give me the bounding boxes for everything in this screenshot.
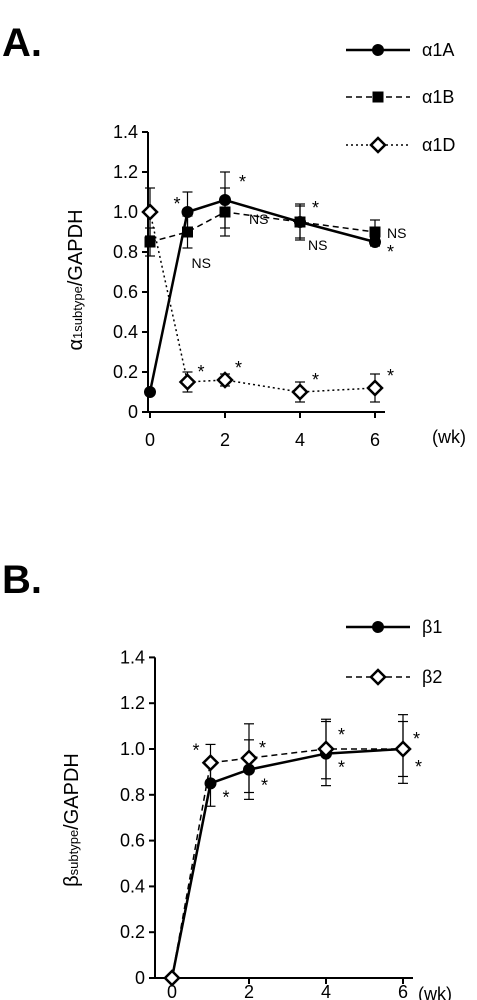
panel-a-data-point — [181, 206, 194, 218]
panel-a-y-tick-label: 1.4 — [113, 122, 138, 142]
panel-b-x-tick-label: 4 — [321, 982, 331, 1000]
panel-a-ylabel-rest: /GAPDH — [65, 209, 87, 286]
panel-b-y-tick-label: 0.2 — [120, 922, 145, 942]
panel-b-plot: 0 0.2 0.4 0.6 0.8 1.0 1.2 1.4 0 2 4 6 * * * * β1 * * * * β2 — [120, 617, 442, 1000]
panel-a-data-label: * — [198, 362, 205, 382]
panel-a-data-label: * — [239, 172, 246, 192]
panel-a-data-point — [144, 236, 156, 248]
panel-a-data-label: * — [235, 358, 242, 378]
panel-b-data-label: * — [338, 725, 345, 745]
panel-a-x-tick-label: 4 — [295, 430, 305, 450]
panel-b-data-point — [394, 740, 412, 758]
panel-b-series-line — [171, 748, 403, 979]
panel-a-y-tick-label: 0.2 — [113, 362, 138, 382]
panel-a-legend-marker — [372, 44, 384, 56]
panel-a-y-tick-label: 1.0 — [113, 202, 138, 222]
panel-a-data-label: NS — [192, 255, 211, 271]
panel-b-ylabel-sub: subtype — [66, 830, 81, 876]
panel-a-label: A. — [2, 21, 42, 65]
panel-a-plot: 0 0.2 0.4 0.6 0.8 1.0 1.2 1.4 0 2 4 6 * * * * α1A NS NS NS N… — [113, 40, 455, 450]
panel-b-y-tick-label: 1.0 — [120, 739, 145, 759]
panel-a-data-label: NS — [308, 237, 327, 253]
panel-a-legend-entry: α1B — [422, 87, 454, 107]
panel-b-data-point — [163, 969, 181, 987]
panel-b-y-tick-label: 0.6 — [120, 831, 145, 851]
panel-a-legend-marker — [369, 136, 387, 154]
panel-b-x-tick-label: 0 — [167, 982, 177, 1000]
panel-a-y-tick-label: 0.8 — [113, 242, 138, 262]
panel-a-series-line — [149, 211, 376, 393]
panel-b-y-tick-label: 1.2 — [120, 693, 145, 713]
panel-a-data-point — [294, 216, 306, 228]
panel-b-data-label: * — [338, 758, 345, 778]
panel-a-data-label: * — [312, 370, 319, 390]
panel-a-data-point — [219, 206, 231, 218]
panel-b-data-label: * — [261, 776, 268, 796]
panel-a-xunit: (wk) — [432, 427, 466, 447]
panel-a-ylabel-main: α — [65, 339, 87, 351]
panel-b-legend-entry: β2 — [422, 667, 442, 687]
panel-a-data-point — [216, 371, 234, 389]
panel-b-y-tick-label: 1.4 — [120, 647, 145, 667]
panel-a-x-tick-label: 0 — [145, 430, 155, 450]
panel-b-data-point — [240, 749, 258, 767]
panel-a-data-label: * — [387, 366, 394, 386]
panel-a-data-label: NS — [249, 211, 268, 227]
panel-b-y-tick-label: 0 — [135, 968, 145, 988]
panel-a-x-tick-label: 6 — [370, 430, 380, 450]
panel-b-y-tick-label: 0.4 — [120, 876, 145, 896]
panel-a-data-point — [291, 383, 309, 401]
panel-a-legend-entry: α1D — [422, 135, 455, 155]
panel-a-ylabel: α1subtype/GAPDH — [65, 209, 87, 350]
panel-b-data-point — [317, 740, 335, 758]
panel-b-data-point — [201, 753, 220, 772]
panel-a-data-label: * — [312, 198, 319, 218]
panel-a-data-label: * — [387, 242, 394, 262]
panel-a-data-point — [178, 373, 197, 391]
panel-b-legend-marker — [369, 668, 387, 686]
panel-a-y-tick-label: 1.2 — [113, 162, 138, 182]
panel-a-x-tick-label: 2 — [220, 430, 230, 450]
panel-a-y-tick-label: 0.6 — [113, 282, 138, 302]
panel-a-data-point — [182, 226, 193, 238]
panel-a-data-point — [366, 379, 384, 397]
panel-b-x-tick-label: 2 — [244, 982, 254, 1000]
panel-b-legend-entry: β1 — [422, 617, 442, 637]
panel-a-data-label: NS — [387, 225, 406, 241]
panel-b-ylabel-main: β — [61, 875, 83, 887]
panel-a-y-tick-label: 0 — [128, 402, 138, 422]
panel-b-data-label: * — [259, 738, 266, 758]
panel-a-data-point — [369, 226, 381, 238]
panel-b-y-tick-label: 0.8 — [120, 785, 145, 805]
panel-b-label: B. — [2, 558, 42, 602]
panel-a-ylabel-sub: 1subtype — [70, 286, 85, 339]
panel-a-legend-marker — [372, 91, 384, 103]
panel-a-data-label: * — [174, 194, 181, 214]
panel-a-data-point — [144, 386, 156, 398]
panel-a-data-point — [141, 203, 159, 221]
panel-b-ylabel-rest: /GAPDH — [61, 753, 83, 830]
panel-b-data-label: * — [413, 729, 420, 749]
panel-b-data-label: * — [415, 757, 422, 777]
panel-a-legend-entry: α1A — [422, 40, 454, 60]
panel-b-data-label: * — [223, 787, 230, 807]
panel-a-y-tick-label: 0.4 — [113, 322, 138, 342]
panel-b-legend-marker — [372, 621, 384, 633]
panel-b-data-label: * — [193, 741, 200, 761]
panel-b-x-tick-label: 6 — [398, 982, 408, 1000]
panel-b-xunit: (wk) — [418, 984, 452, 1000]
panel-b-ylabel: βsubtype/GAPDH — [61, 753, 83, 887]
